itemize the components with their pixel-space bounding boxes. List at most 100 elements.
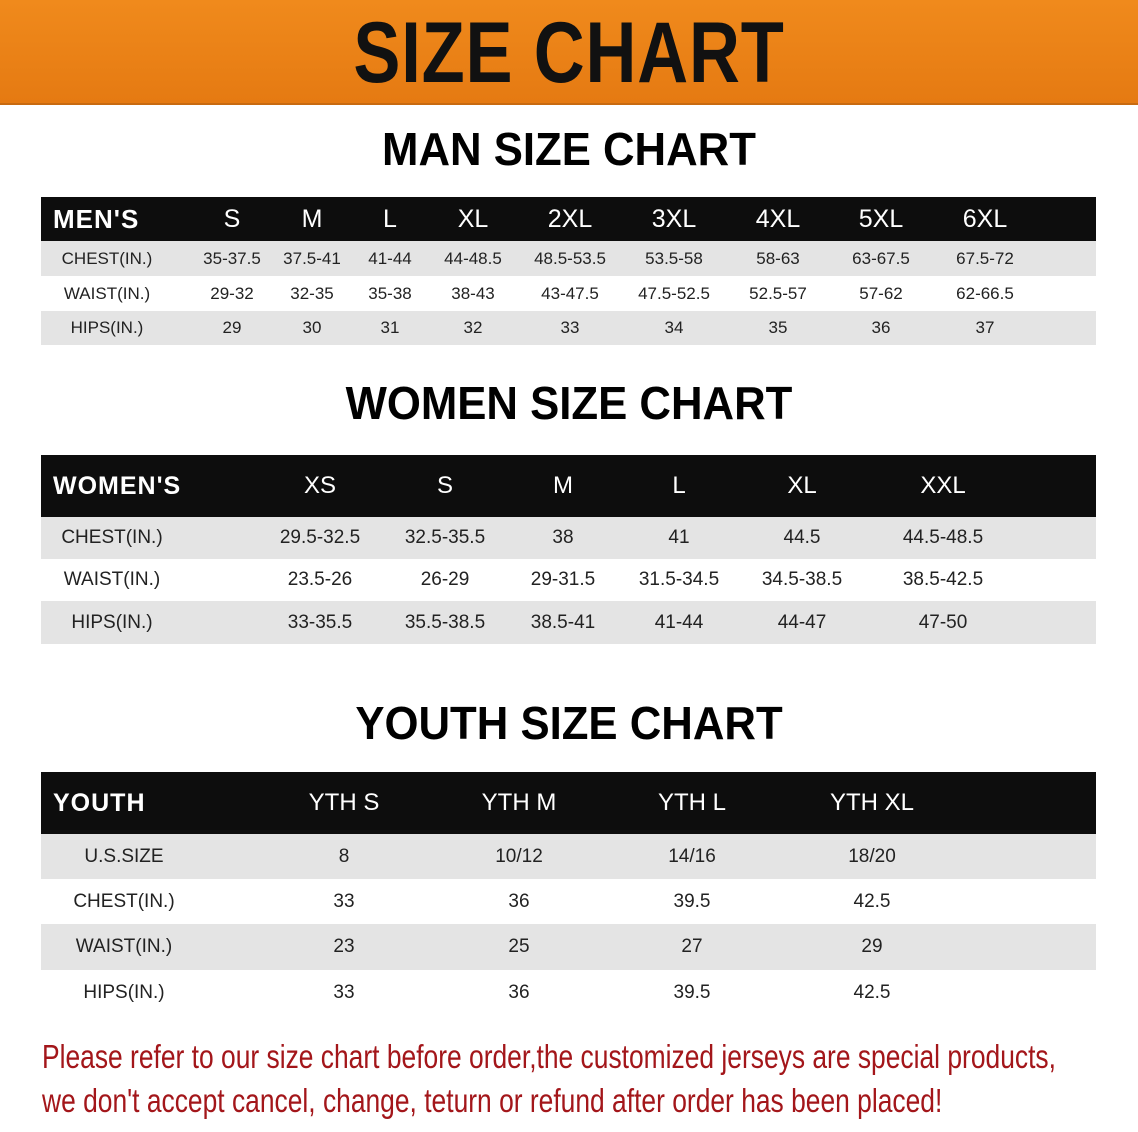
- size-column-header: XS: [303, 472, 336, 499]
- table-cell: 38-43: [451, 283, 495, 303]
- table-cell: 31.5-34.5: [638, 569, 720, 590]
- women-size-table: WOMEN'S XS S M L XL XXL CHEST(IN.) 29.5-32.5 32.5…: [41, 455, 1096, 644]
- size-column-header: 3XL: [651, 204, 697, 233]
- table-cell: 42.5: [853, 890, 891, 912]
- table-cell: 37.5-41: [283, 248, 341, 268]
- table-cell: 47.5-52.5: [638, 283, 710, 303]
- measurement-label: CHEST(IN.): [61, 248, 153, 268]
- table-row: HIPS(IN.) 33 36 39.5 42.5: [41, 970, 1096, 1015]
- table-cell: 53.5-58: [645, 248, 703, 268]
- table-cell: 10/12: [495, 845, 543, 867]
- size-column-header: S: [223, 204, 241, 233]
- table-cell: 47-50: [918, 611, 968, 633]
- size-column-header: L: [383, 204, 397, 233]
- table-cell: 63-67.5: [852, 248, 910, 268]
- size-column-header: M: [553, 472, 573, 499]
- table-header-row: WOMEN'S XS S M L XL XXL: [41, 455, 1096, 517]
- measurement-label: HIPS(IN.): [70, 318, 144, 337]
- size-column-header: XL: [787, 472, 817, 499]
- table-header-row: YOUTH YTH S YTH M YTH L YTH XL: [41, 772, 1096, 834]
- youth-size-table: YOUTH YTH S YTH M YTH L YTH XL U.S.SIZE 8 10/12…: [41, 772, 1096, 1015]
- size-column-header: 6XL: [962, 204, 1008, 233]
- size-column-header: XXL: [920, 472, 966, 499]
- table-cell: 39.5: [673, 981, 711, 1003]
- size-column-header: L: [672, 472, 686, 499]
- size-column-header: YTH S: [308, 789, 380, 816]
- table-cell: 48.5-53.5: [534, 248, 606, 268]
- table-cell: 52.5-57: [749, 283, 807, 303]
- table-cell: 44-48.5: [444, 248, 502, 268]
- measurement-label: HIPS(IN.): [83, 981, 165, 1003]
- table-cell: 33-35.5: [287, 611, 353, 633]
- size-column-header: 4XL: [755, 204, 801, 233]
- table-cell: 34.5-38.5: [761, 569, 843, 590]
- table-cell: 36: [871, 318, 891, 337]
- measurement-label: WAIST(IN.): [75, 936, 173, 957]
- banner: SIZE CHART: [0, 0, 1138, 105]
- table-cell: 29: [222, 318, 242, 337]
- table-row: CHEST(IN.) 35-37.5 37.5-41 41-44 44-48.5 48.5…: [41, 241, 1096, 276]
- table-cell: 35.5-38.5: [404, 611, 486, 633]
- table-cell: 41: [668, 527, 690, 548]
- size-column-header: XL: [457, 204, 489, 233]
- table-row: U.S.SIZE 8 10/12 14/16 18/20: [41, 834, 1096, 879]
- table-cell: 26-29: [420, 569, 470, 590]
- table-cell: 38.5-41: [530, 611, 596, 633]
- table-header-row: MEN'S S M L XL 2XL 3XL 4XL 5XL 6XL: [41, 197, 1096, 241]
- table-cell: 30: [302, 318, 322, 337]
- women-section-title: WOMEN SIZE CHART: [345, 377, 793, 429]
- table-cell: 38: [552, 527, 574, 548]
- table-cell: 44.5-48.5: [902, 527, 984, 548]
- table-cell: 32-35: [290, 283, 334, 303]
- size-column-header: S: [436, 472, 453, 499]
- measurement-label: CHEST(IN.): [73, 890, 175, 912]
- table-row: HIPS(IN.) 33-35.5 35.5-38.5 38.5-41 41-44 44-…: [41, 601, 1096, 644]
- table-cell: 32: [463, 318, 483, 337]
- table-cell: 29-32: [210, 283, 254, 303]
- table-cell: 43-47.5: [541, 283, 599, 303]
- measurement-label: CHEST(IN.): [61, 527, 163, 548]
- table-row: CHEST(IN.) 33 36 39.5 42.5: [41, 879, 1096, 924]
- measurement-label: HIPS(IN.): [71, 611, 153, 633]
- table-cell: 37: [975, 318, 995, 337]
- table-cell: 44-47: [777, 611, 827, 633]
- table-cell: 23.5-26: [287, 569, 353, 590]
- table-cell: 33: [560, 318, 580, 337]
- table-cell: 8: [338, 845, 350, 867]
- table-cell: 29: [861, 936, 883, 957]
- table-cell: 62-66.5: [956, 283, 1014, 303]
- table-row: WAIST(IN.) 29-32 32-35 35-38 38-43 43-47.5 47.…: [41, 276, 1096, 311]
- table-header-label: WOMEN'S: [53, 471, 182, 500]
- table-row: HIPS(IN.) 29 30 31 32 33 34 35 36 37: [41, 311, 1096, 345]
- size-column-header: 5XL: [858, 204, 904, 233]
- table-cell: 29-31.5: [530, 569, 596, 590]
- table-cell: 57-62: [859, 283, 903, 303]
- table-cell: 39.5: [673, 890, 711, 912]
- measurement-label: U.S.SIZE: [84, 845, 164, 867]
- size-column-header: YTH L: [657, 789, 726, 816]
- men-size-table: MEN'S S M L XL 2XL 3XL 4XL 5XL 6XL CHEST(IN.) 35-37…: [41, 197, 1096, 345]
- table-cell: 23: [333, 936, 355, 957]
- table-cell: 29.5-32.5: [279, 527, 361, 548]
- table-header-label: YOUTH: [53, 788, 146, 817]
- table-header-label: MEN'S: [53, 203, 140, 234]
- measurement-label: WAIST(IN.): [63, 569, 161, 590]
- notice-line-1: Please refer to our size chart before or…: [42, 1038, 1056, 1075]
- table-row: WAIST(IN.) 23.5-26 26-29 29-31.5 31.5-34.5 34…: [41, 559, 1096, 601]
- size-column-header: 2XL: [547, 204, 593, 233]
- size-column-header: YTH XL: [829, 789, 915, 816]
- table-cell: 18/20: [848, 845, 896, 867]
- table-cell: 33: [333, 890, 355, 912]
- table-cell: 42.5: [853, 981, 891, 1003]
- table-cell: 14/16: [668, 845, 716, 867]
- size-column-header: M: [301, 204, 323, 233]
- table-cell: 36: [508, 890, 530, 912]
- table-cell: 38.5-42.5: [902, 569, 984, 590]
- table-cell: 36: [508, 981, 530, 1003]
- measurement-label: WAIST(IN.): [63, 283, 151, 303]
- table-cell: 41-44: [368, 248, 412, 268]
- notice-line-2: we don't accept cancel, change, teturn o…: [42, 1082, 943, 1119]
- table-cell: 41-44: [654, 611, 704, 633]
- table-cell: 58-63: [756, 248, 800, 268]
- table-cell: 33: [333, 981, 355, 1003]
